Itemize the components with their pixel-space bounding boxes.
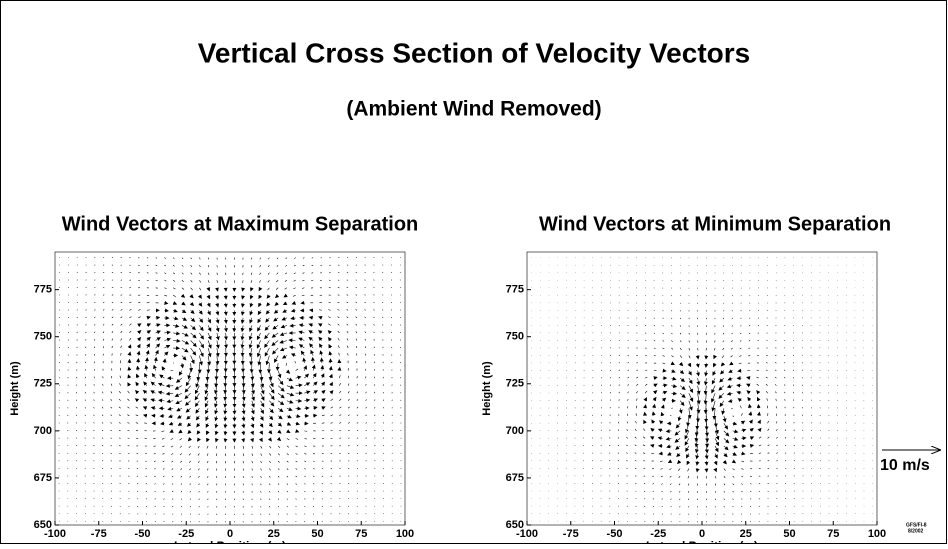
wind-vector	[59, 302, 60, 303]
wind-vector	[313, 521, 314, 522]
x-tick-label: 75	[827, 528, 839, 540]
y-tick-label: 650	[34, 519, 52, 531]
y-tick-label: 750	[34, 331, 52, 343]
x-tick-label: -75	[91, 528, 107, 540]
wind-vector	[750, 521, 751, 522]
wind-vector	[59, 287, 60, 288]
wind-vector	[653, 521, 654, 522]
wind-vector	[401, 415, 402, 416]
panel-title: Wind Vectors at Maximum Separation	[62, 213, 419, 235]
x-tick-label: 0	[227, 528, 233, 540]
x-tick-label: 25	[740, 528, 752, 540]
x-axis-label: Lateral Position (m)	[174, 539, 286, 544]
wind-vector	[383, 445, 384, 446]
wind-vector	[811, 363, 812, 364]
x-tick-label: -25	[650, 528, 666, 540]
y-tick-label: 650	[506, 519, 524, 531]
wind-vector	[811, 460, 812, 461]
wind-vector	[803, 460, 804, 461]
subtitle: (Ambient Wind Removed)	[346, 98, 601, 121]
frame	[1, 1, 947, 544]
x-tick-label: 50	[783, 528, 795, 540]
wind-vector	[741, 521, 742, 522]
wind-vector	[59, 430, 60, 431]
y-tick-label: 775	[34, 284, 52, 296]
x-tick-label: 0	[699, 528, 705, 540]
wind-vector	[391, 287, 392, 288]
y-tick-label: 725	[506, 378, 524, 390]
wind-vector	[401, 438, 402, 439]
y-tick-label: 700	[506, 425, 524, 437]
wind-vector	[67, 438, 68, 439]
wind-vector	[400, 295, 401, 296]
wind-vector	[593, 363, 594, 364]
wind-vector	[59, 295, 60, 296]
wind-vector	[592, 460, 593, 461]
wind-vector	[601, 460, 602, 461]
y-axis-label: Height (m)	[9, 361, 21, 416]
x-tick-label: 100	[396, 528, 414, 540]
wind-vector	[59, 438, 60, 439]
x-tick-label: -50	[607, 528, 623, 540]
title: Vertical Cross Section of Velocity Vecto…	[198, 37, 750, 68]
x-axis-label: Lateral Position (m)	[646, 539, 758, 544]
y-tick-label: 675	[34, 472, 52, 484]
x-tick-label: 50	[311, 528, 323, 540]
wind-vector	[601, 363, 602, 364]
wind-vector	[750, 303, 751, 304]
x-tick-label: 100	[868, 528, 886, 540]
x-tick-label: 25	[268, 528, 280, 540]
wind-vector	[663, 303, 664, 304]
y-tick-label: 725	[34, 378, 52, 390]
wind-vector	[811, 370, 812, 371]
wind-vector	[76, 445, 77, 446]
wind-vector	[400, 287, 401, 288]
wind-vector	[68, 287, 69, 288]
y-tick-label: 700	[34, 425, 52, 437]
y-tick-label: 775	[506, 284, 524, 296]
x-tick-label: -75	[563, 528, 579, 540]
credit: 8/2002	[908, 528, 924, 534]
x-tick-label: 75	[355, 528, 367, 540]
wind-vector	[401, 430, 402, 431]
wind-vector	[654, 310, 655, 311]
panel-title: Wind Vectors at Minimum Separation	[539, 213, 891, 235]
wind-vector	[811, 453, 812, 454]
wind-vector	[741, 303, 742, 304]
wind-vector	[802, 363, 803, 364]
x-tick-label: -25	[178, 528, 194, 540]
y-axis-label: Height (m)	[481, 361, 493, 416]
y-tick-label: 750	[506, 331, 524, 343]
wind-vector	[653, 514, 654, 515]
wind-vector	[662, 521, 663, 522]
wind-vector	[654, 303, 655, 304]
y-tick-label: 675	[506, 472, 524, 484]
wind-vector	[59, 423, 60, 424]
figure: Vertical Cross Section of Velocity Vecto…	[0, 0, 948, 544]
scale-label: 10 m/s	[880, 457, 930, 474]
x-tick-label: -50	[135, 528, 151, 540]
